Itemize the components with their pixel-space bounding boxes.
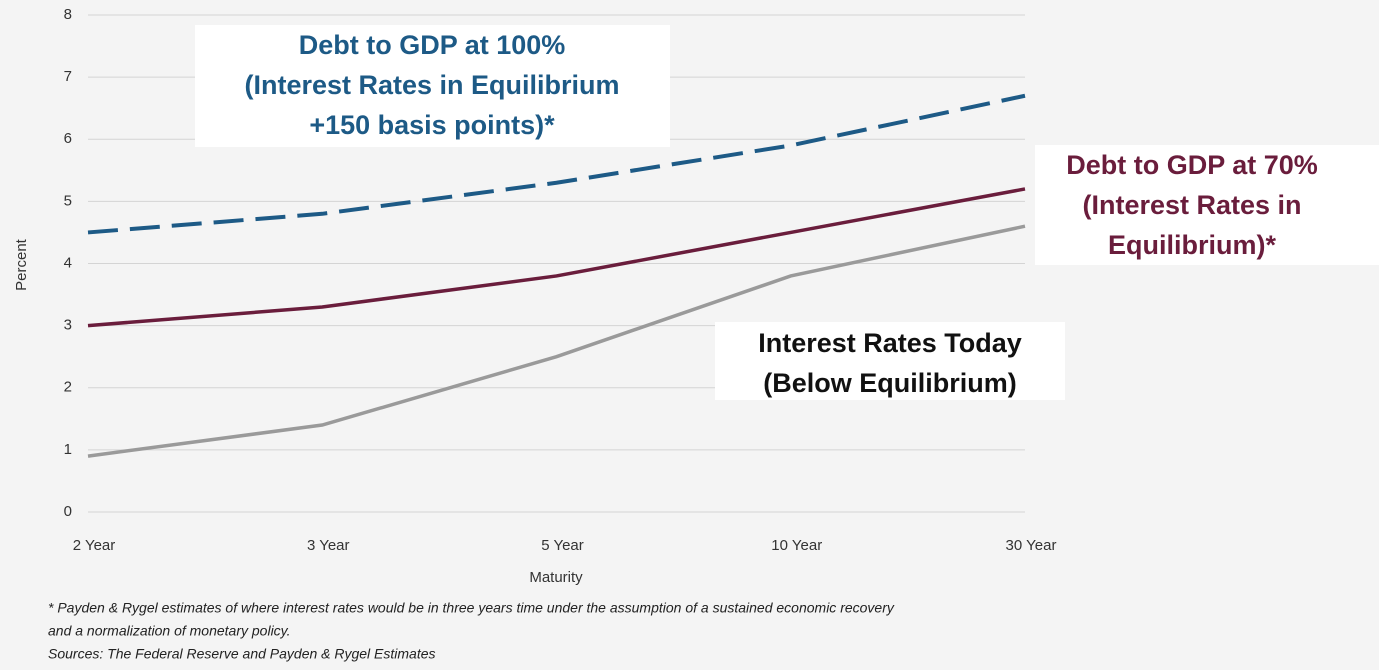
series-annotation: Debt to GDP at 100% (Interest Rates in Eq… xyxy=(244,30,619,140)
footnote: Sources: The Federal Reserve and Payden … xyxy=(48,646,436,662)
annotation-box xyxy=(715,322,1065,400)
annotation-line: Interest Rates Today xyxy=(758,328,1022,358)
annotation-box xyxy=(195,25,670,147)
y-tick-label: 2 xyxy=(64,379,72,396)
y-tick-label: 5 xyxy=(64,192,72,209)
annotation-line: (Below Equilibrium) xyxy=(763,368,1017,398)
x-axis-label: Maturity xyxy=(529,569,583,586)
series-line xyxy=(87,93,1026,235)
y-tick-label: 4 xyxy=(64,254,72,271)
y-tick-label: 1 xyxy=(64,441,72,458)
series-annotation: Interest Rates Today (Below Equilibrium) xyxy=(758,328,1022,398)
y-tick-label: 0 xyxy=(64,503,72,520)
series-line xyxy=(87,224,1026,458)
footnote: * Payden & Rygel estimates of where inte… xyxy=(48,600,895,616)
y-tick-label: 6 xyxy=(64,130,72,147)
footnote: and a normalization of monetary policy. xyxy=(48,623,291,639)
annotation-line: Debt to GDP at 70% xyxy=(1066,150,1318,180)
annotation-line: (Interest Rates in Equilibrium xyxy=(244,70,619,100)
x-tick-label: 30 Year xyxy=(1006,537,1057,554)
annotation-box xyxy=(1035,145,1379,265)
annotation-line: +150 basis points)* xyxy=(309,110,555,140)
x-tick-label: 3 Year xyxy=(307,537,350,554)
annotation-line: (Interest Rates in xyxy=(1082,190,1301,220)
annotation-line: Equilibrium)* xyxy=(1108,230,1276,260)
x-tick-label: 2 Year xyxy=(73,537,116,554)
y-axis-label: Percent xyxy=(13,238,30,291)
x-tick-label: 5 Year xyxy=(541,537,584,554)
series-annotation: Debt to GDP at 70% (Interest Rates in Equi… xyxy=(1066,150,1318,260)
y-tick-label: 3 xyxy=(64,317,72,334)
y-tick-label: 8 xyxy=(64,6,72,23)
y-tick-label: 7 xyxy=(64,68,72,85)
annotation-line: Debt to GDP at 100% xyxy=(299,30,566,60)
x-tick-label: 10 Year xyxy=(771,537,822,554)
series-line xyxy=(87,187,1026,328)
